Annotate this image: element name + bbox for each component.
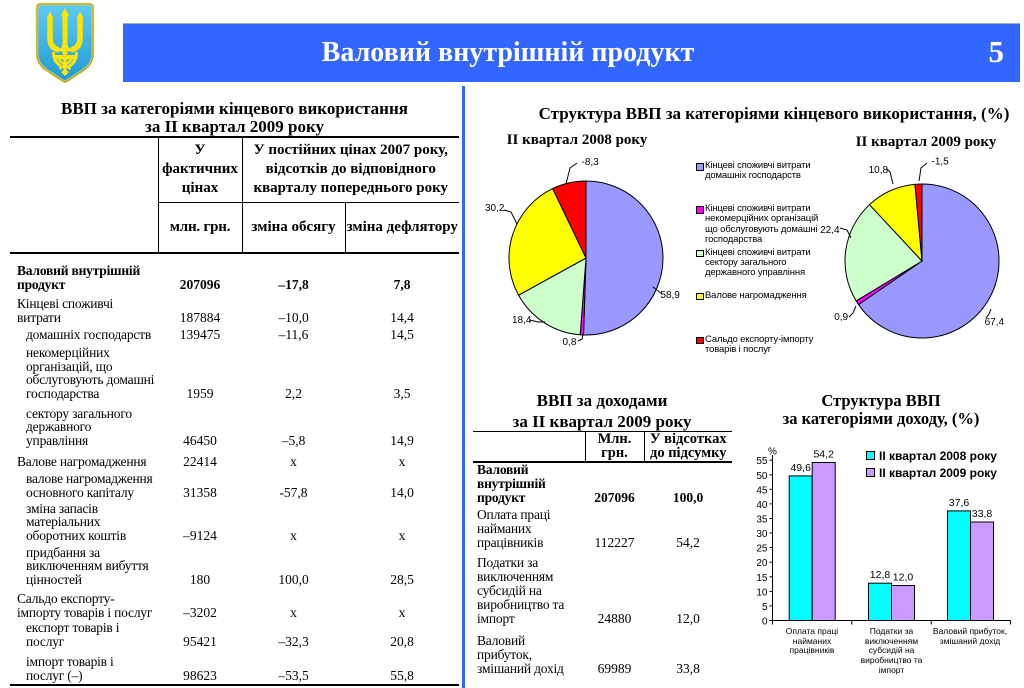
svg-text:35: 35 [756, 515, 768, 526]
svg-text:0,9: 0,9 [834, 312, 848, 323]
svg-text:25: 25 [756, 544, 768, 555]
svg-text:15: 15 [756, 573, 768, 584]
svg-text:30: 30 [756, 529, 768, 540]
svg-text:54,2: 54,2 [813, 449, 834, 461]
svg-text:%: % [768, 447, 777, 458]
svg-text:37,6: 37,6 [949, 497, 970, 509]
svg-text:58,9: 58,9 [660, 290, 680, 301]
svg-text:18,4: 18,4 [512, 315, 532, 326]
svg-text:50: 50 [756, 471, 768, 482]
svg-text:5: 5 [762, 602, 768, 613]
svg-text:20: 20 [756, 558, 768, 569]
svg-text:10: 10 [756, 587, 768, 598]
svg-text:30,2: 30,2 [485, 203, 505, 214]
svg-text:12,0: 12,0 [893, 572, 914, 584]
svg-text:49,6: 49,6 [790, 462, 811, 474]
svg-text:-1,5: -1,5 [932, 156, 950, 167]
svg-text:12,8: 12,8 [870, 569, 891, 581]
svg-text:0: 0 [762, 617, 768, 628]
svg-text:10,8: 10,8 [869, 165, 889, 176]
svg-text:22,4: 22,4 [820, 225, 840, 236]
svg-text:33,8: 33,8 [972, 508, 993, 520]
svg-text:40: 40 [756, 500, 768, 511]
svg-text:67,4: 67,4 [985, 317, 1005, 328]
svg-text:45: 45 [756, 485, 768, 496]
svg-text:-8,3: -8,3 [582, 157, 600, 168]
svg-text:55: 55 [756, 456, 768, 467]
svg-text:0,8: 0,8 [563, 337, 577, 348]
